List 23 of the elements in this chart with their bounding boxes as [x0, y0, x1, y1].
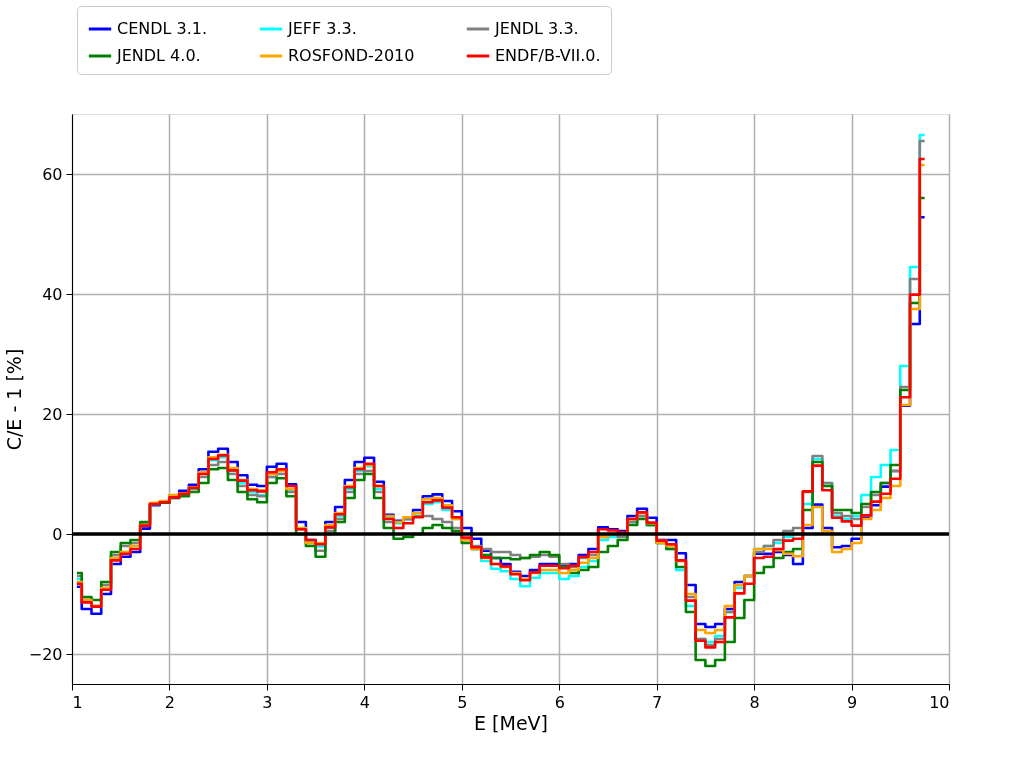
legend-label: JEFF 3.3. [287, 19, 357, 38]
x-tick-label: 9 [846, 692, 858, 712]
y-tick-label: −20 [28, 644, 63, 664]
y-tick-label: 40 [42, 284, 63, 304]
x-tick-label: 8 [749, 692, 760, 712]
y-tick-label: 20 [42, 404, 63, 424]
legend-label: ENDF/B-VII.0. [495, 46, 601, 65]
x-tick-label: 1 [72, 692, 83, 712]
x-tick-label: 5 [457, 692, 468, 712]
x-tick-label: 7 [652, 692, 663, 712]
legend-label: ROSFOND-2010 [288, 46, 415, 65]
x-axis-title: E [MeV] [474, 711, 548, 734]
x-tick-label: 4 [359, 692, 370, 712]
legend-label: JENDL 3.3. [494, 19, 579, 38]
x-tick-label: 3 [262, 692, 273, 712]
x-tick-label: 10 [929, 692, 950, 712]
y-tick-label: 0 [52, 524, 63, 544]
x-tick-label: 6 [554, 692, 565, 712]
legend-label: JENDL 4.0. [116, 46, 201, 65]
x-tick-label: 2 [164, 692, 176, 712]
y-tick-label: 60 [42, 164, 63, 184]
legend-label: CENDL 3.1. [117, 19, 208, 38]
y-axis-title: C/E - 1 [%] [2, 348, 25, 451]
